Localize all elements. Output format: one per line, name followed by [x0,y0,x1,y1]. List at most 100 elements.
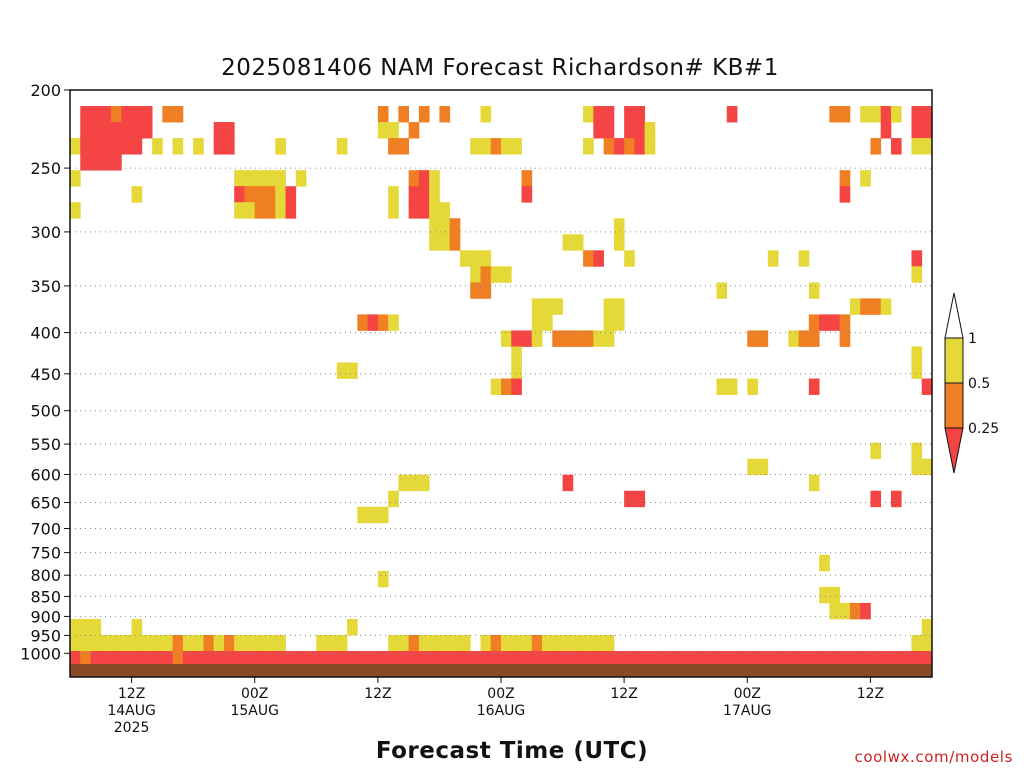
heatmap-cell [357,314,368,331]
heatmap-cell [141,634,153,652]
heatmap-cell [111,651,122,668]
x-tick-label: 12Z [857,686,884,702]
heatmap-cell [726,378,738,395]
heatmap-cell [613,298,625,315]
heatmap-cell [665,651,676,668]
heatmap-cell [870,490,882,508]
heatmap-cell [80,618,91,636]
heatmap-cell [347,362,358,379]
heatmap-cell [80,106,91,123]
heatmap-cell [398,138,410,155]
heatmap-cell [757,330,769,347]
heatmap-cell [100,122,112,139]
y-axis: 200 250 300 350 400 450 500 550 600 650 700 750 800 8… [20,81,70,663]
heatmap-cell [347,651,358,668]
heatmap-cell [490,634,502,652]
heatmap-cell [542,651,553,668]
heatmap-cell [798,651,810,668]
heatmap-cell [542,314,553,331]
heatmap-cell [90,122,102,139]
heatmap-cell [480,634,492,652]
heatmap-cell [572,651,584,668]
heatmap-cell [870,106,882,123]
heatmap-cell [613,138,625,155]
heatmap-cell [603,330,615,347]
heatmap-cell [152,138,163,155]
heatmap-cell [890,106,902,123]
heatmap-cell [911,266,923,283]
heatmap-cell [357,506,368,524]
heatmap-cell [911,138,923,155]
heatmap-cell [193,651,204,668]
heatmap-cell [223,138,235,155]
heatmap-cell [480,282,492,299]
heatmap-cell [90,651,102,668]
heatmap-cell [603,314,615,331]
heatmap-cell [501,330,512,347]
heatmap-cell [911,122,923,139]
heatmap-cell [439,202,451,219]
heatmap-cell [213,634,225,652]
heatmap-cell [583,634,594,652]
heatmap-cell [501,138,512,155]
heatmap-cell [326,634,338,652]
heatmap-cell [654,651,666,668]
heatmap-cell [285,186,297,203]
heatmap-cell [583,138,594,155]
heatmap-cell [562,634,574,652]
heatmap-cell [80,122,91,139]
heatmap-cell [275,651,286,668]
heatmap-cell [377,570,389,588]
heatmap-cell [562,234,574,251]
heatmap-cell [429,186,440,203]
heatmap-cell [367,651,379,668]
heatmap-cell [870,138,882,155]
heatmap-cell [398,106,410,123]
heatmap-cell [388,490,399,508]
heatmap-cell [459,651,471,668]
heatmap-cell [429,218,440,235]
heatmap-cell [501,651,512,668]
heatmap-cell [583,330,594,347]
heatmap-cell [880,106,892,123]
heatmap-cell [388,634,399,652]
heatmap-cell [634,138,646,155]
y-tick-label-650: 650 [30,494,61,513]
heatmap-cell [326,651,338,668]
heatmap-cell [121,634,132,652]
heatmap-cell [141,122,153,139]
heatmap-cell [870,442,882,460]
heatmap-cell [593,651,605,668]
heatmap-cell [911,651,923,668]
heatmap-cell [388,314,399,331]
heatmap-cell [429,170,440,187]
heatmap-cell [141,106,153,123]
heatmap-cell [388,138,399,155]
heatmap-cell [398,634,410,652]
heatmap-cell [111,122,122,139]
heatmap-cell [839,651,851,668]
heatmap-cell [203,634,215,652]
heatmap-cell [921,106,933,123]
heatmap-cell [829,651,841,668]
heatmap-cell [644,651,656,668]
x-tick-label: 17AUG [723,703,772,719]
heatmap-cell [921,618,933,636]
heatmap-cell [449,651,461,668]
heatmap-cell [275,634,286,652]
colorbar-segment [944,337,964,384]
heatmap-cell [223,122,235,139]
heatmap-cell [860,651,871,668]
heatmap-cell [798,250,810,267]
heatmap-cell [839,186,851,203]
heatmap-cell [429,651,440,668]
heatmap-cell [377,106,389,123]
heatmap-cell [439,634,451,652]
heatmap-cell [542,298,553,315]
heatmap-cell [572,330,584,347]
heatmap-cell [890,138,902,155]
heatmap-cell [172,651,184,668]
heatmap-cell [911,634,923,652]
heatmap-cell [890,651,902,668]
heatmap-cell [254,202,266,219]
